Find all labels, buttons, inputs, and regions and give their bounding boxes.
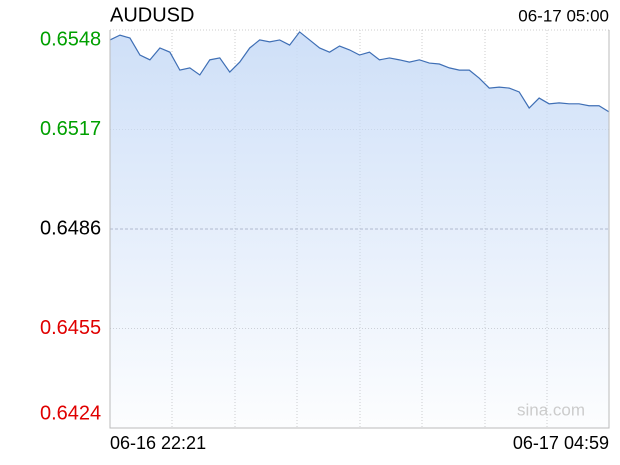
x-label: 06-17 04:59 xyxy=(513,433,609,453)
price-line xyxy=(109,31,610,113)
y-tick-label: 0.6548 xyxy=(40,28,101,50)
plot-frame xyxy=(109,30,610,429)
y-tick-label: 0.6517 xyxy=(40,118,101,140)
timestamp: 06-17 05:00 xyxy=(518,6,609,25)
watermark: sina.com xyxy=(517,400,585,419)
y-tick-label: 0.6486 xyxy=(40,217,101,239)
chart-title: AUDUSD xyxy=(110,4,194,26)
x-label: 06-16 22:21 xyxy=(110,433,206,453)
y-tick-label: 0.6424 xyxy=(40,402,101,424)
area-fill xyxy=(110,31,609,428)
y-tick-label: 0.6455 xyxy=(40,317,101,339)
